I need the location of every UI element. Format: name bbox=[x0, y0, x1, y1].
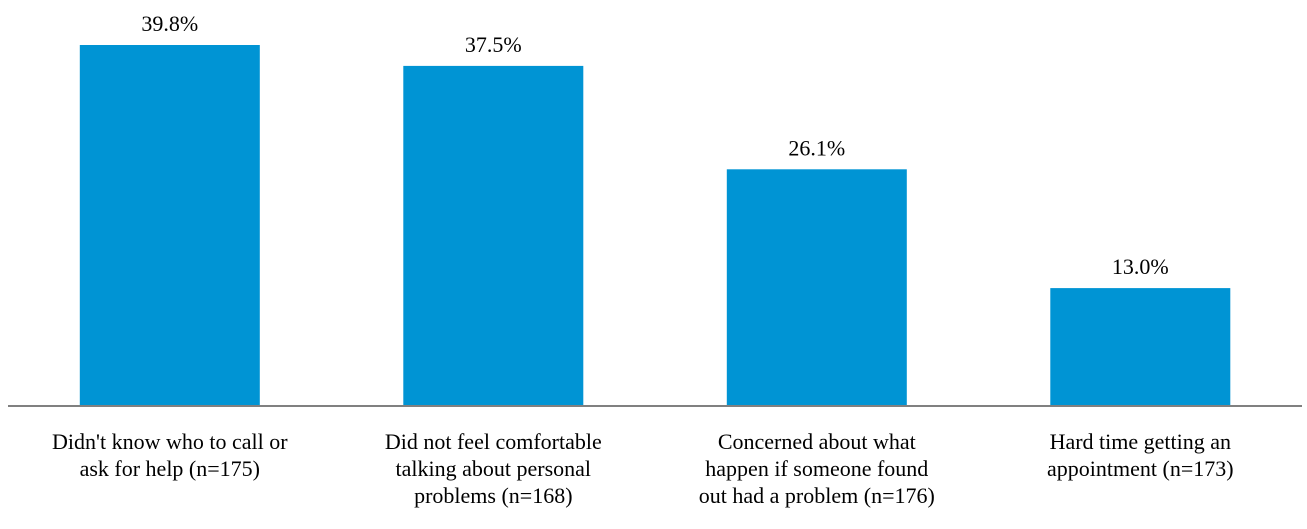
x-tick-label-line: problems (n=168) bbox=[414, 483, 572, 508]
x-tick-label-line: Hard time getting an bbox=[1050, 429, 1231, 454]
x-tick-label: Hard time getting an appointment (n=173) bbox=[1047, 429, 1234, 481]
bar bbox=[726, 169, 907, 406]
data-label: 26.1% bbox=[788, 135, 845, 160]
bar bbox=[1050, 288, 1231, 406]
data-label: 39.8% bbox=[141, 11, 198, 36]
x-tick-label-line: Didn't know who to call or bbox=[52, 429, 288, 454]
data-labels-group: 39.8% 37.5% 26.1% 13.0% bbox=[141, 11, 1168, 279]
x-tick-label-line: out had a problem (n=176) bbox=[699, 483, 935, 508]
data-label: 37.5% bbox=[465, 32, 522, 57]
x-tick-label-line: ask for help (n=175) bbox=[80, 456, 260, 481]
x-tick-label-line: Concerned about what bbox=[718, 429, 916, 454]
x-tick-label: Concerned about what happen if someone fo… bbox=[699, 429, 935, 508]
x-tick-label: Didn't know who to call or ask for help (… bbox=[52, 429, 288, 481]
bar bbox=[403, 65, 584, 407]
x-tick-label: Did not feel comfortable talking about pe… bbox=[385, 429, 602, 508]
bar bbox=[79, 45, 260, 406]
x-tick-label-line: Did not feel comfortable bbox=[385, 429, 602, 454]
bars-group bbox=[79, 45, 1231, 407]
x-tick-label-line: happen if someone found bbox=[705, 456, 928, 481]
data-label: 13.0% bbox=[1112, 254, 1169, 279]
x-tick-label-line: appointment (n=173) bbox=[1047, 456, 1234, 481]
x-tick-label-line: talking about personal bbox=[396, 456, 592, 481]
x-tick-labels-group: Didn't know who to call or ask for help (… bbox=[52, 429, 1234, 508]
